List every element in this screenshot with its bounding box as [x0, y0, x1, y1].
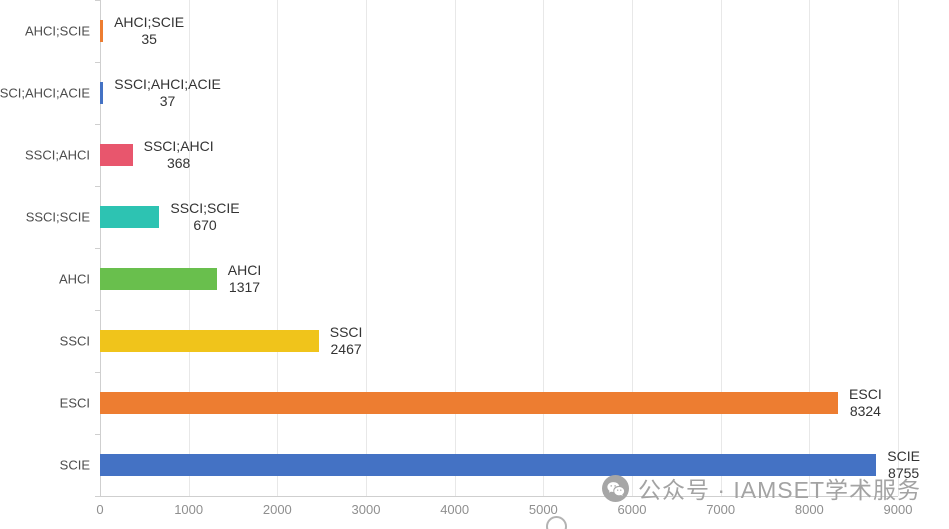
y-axis-category-label: ESCI — [59, 395, 90, 411]
chart-row: SSCI;SCIE SSCI;SCIE 670 — [26, 186, 898, 248]
y-axis-category-label: SSCI;SCIE — [25, 209, 90, 225]
gridline — [898, 0, 899, 496]
bar-ssci-ahci[interactable] — [100, 144, 133, 166]
gridline — [454, 0, 456, 496]
bar-value-label: ESCI 8324 — [849, 386, 882, 419]
gridline — [631, 0, 633, 496]
y-axis-tick — [95, 0, 100, 1]
chart-row: SSCI;AHCI SSCI;AHCI 368 — [25, 124, 898, 186]
gridline — [543, 0, 545, 496]
gridline — [277, 0, 279, 496]
gridline — [188, 0, 190, 496]
bar-value-label: SSCI;SCIE 670 — [170, 200, 240, 233]
chart-row: AHCI AHCI 1317 — [59, 248, 898, 310]
y-axis-tick — [95, 248, 100, 249]
bar-value-label: SSCI 2467 — [329, 324, 363, 357]
chart-row: SCIE SCIE 8755 — [60, 434, 920, 496]
y-axis-tick — [95, 124, 100, 125]
bar-value-label: SSCI;AHCI;ACIE 37 — [114, 76, 221, 109]
x-tick-label: 5000 — [528, 502, 558, 517]
bar-scie[interactable] — [100, 454, 877, 476]
bar-value-label: AHCI;SCIE 35 — [114, 14, 185, 47]
bar-value-label: SSCI;AHCI 368 — [143, 138, 214, 171]
chart-row: SSCI SSCI 2467 — [60, 310, 898, 372]
x-tick-label: 0 — [96, 502, 104, 517]
watermark: 公众号 · IAMSET学术服务 — [601, 471, 921, 505]
gridline — [365, 0, 367, 496]
bar-ssci-scie[interactable] — [100, 206, 160, 228]
x-tick-label: 7000 — [706, 502, 736, 517]
bar-ssci-ahci-acie[interactable] — [100, 82, 104, 104]
wechat-icon — [601, 474, 629, 502]
y-axis-tick — [95, 62, 100, 63]
bar-esci[interactable] — [100, 392, 839, 414]
bar-ahci-scie[interactable] — [100, 20, 104, 42]
x-tick-label: 4000 — [440, 502, 470, 517]
y-axis-category-label: AHCI — [58, 271, 90, 287]
bar-value-label: AHCI 1317 — [227, 262, 262, 295]
x-axis-line — [100, 496, 898, 497]
x-axis-tick-labels: 0 1000 2000 3000 4000 5000 6000 7000 8000 9000 — [96, 502, 912, 524]
x-tick-label: 8000 — [794, 502, 824, 517]
x-tick-label: 3000 — [351, 502, 381, 517]
data-zoom-handle[interactable] — [546, 516, 567, 529]
bar-ahci[interactable] — [100, 268, 217, 290]
bar-value-label: SCIE 8755 — [887, 448, 920, 481]
y-axis-tick — [95, 496, 100, 497]
x-tick-label: 2000 — [262, 502, 292, 517]
x-tick-label: 1000 — [174, 502, 204, 517]
chart-row: ESCI ESCI 8324 — [60, 372, 898, 434]
y-axis-tick — [95, 310, 100, 311]
y-axis-category-label: SSCI;AHCI — [24, 147, 90, 163]
y-axis-category-label: AHCI;SCIE — [24, 23, 90, 39]
bar-ssci[interactable] — [100, 330, 319, 352]
chart-row: AHCI;SCIE AHCI;SCIE 35 — [25, 0, 898, 62]
y-axis-category-label: SSCI;AHCI;ACIE — [0, 85, 90, 101]
y-axis-tick — [95, 434, 100, 435]
y-axis-tick — [95, 372, 100, 373]
watermark-text: 公众号 · IAMSET学术服务 — [637, 477, 921, 503]
x-tick-label: 6000 — [617, 502, 647, 517]
gridline — [720, 0, 722, 496]
y-axis-category-label: SSCI — [59, 333, 90, 349]
chart-row: SSCI;AHCI;ACIE SSCI;AHCI;ACIE 37 — [0, 62, 898, 124]
gridline — [809, 0, 811, 496]
y-axis-line — [100, 0, 101, 496]
plot-area: AHCI;SCIE AHCI;SCIE 35 SSCI;AHCI;ACIE SSCI;A… — [0, 0, 920, 497]
y-axis-category-label: SCIE — [59, 457, 90, 473]
y-axis-tick — [95, 186, 100, 187]
x-tick-label: 9000 — [883, 502, 913, 517]
